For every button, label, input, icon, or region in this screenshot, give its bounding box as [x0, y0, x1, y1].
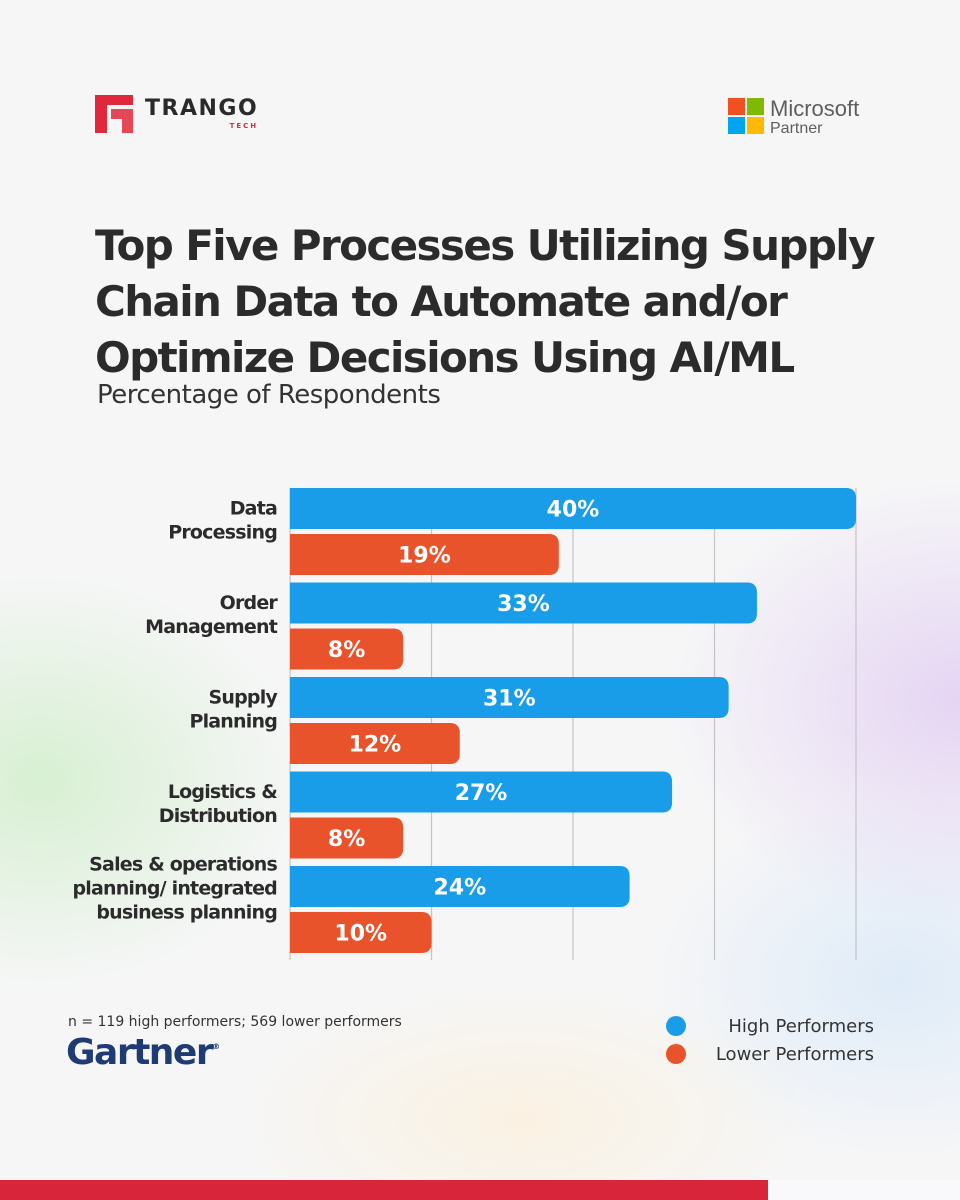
category-label: Planning: [189, 711, 277, 733]
legend-swatch-lower: [666, 1044, 686, 1064]
bar-high-performers: [290, 677, 729, 718]
category-label: Distribution: [159, 805, 278, 827]
chart-subtitle: Percentage of Respondents: [97, 380, 441, 410]
data-label: 40%: [547, 498, 600, 523]
legend-item-lower: Lower Performers: [666, 1040, 874, 1068]
category-label: Supply: [208, 687, 278, 709]
category-label: Processing: [168, 522, 277, 544]
legend-label-high: High Performers: [728, 1015, 874, 1037]
bar-lower-performers: [290, 534, 559, 575]
trango-tech-logo: TRANGO TECH: [95, 95, 258, 133]
data-label: 33%: [497, 592, 550, 617]
bar-lower-performers: [290, 723, 460, 764]
gartner-logo: Gartner®: [66, 1032, 220, 1073]
category-label: Logistics &: [168, 781, 277, 803]
bar-high-performers: [290, 488, 856, 529]
bar-high-performers: [290, 582, 757, 624]
data-label: 12%: [349, 733, 402, 758]
legend-swatch-high: [666, 1016, 686, 1036]
chart-title: Top Five Processes Utilizing Supply Chai…: [95, 221, 875, 382]
category-label: business planning: [96, 902, 277, 924]
gartner-logo-text: Gartner: [66, 1032, 214, 1073]
bar-lower-performers: [290, 628, 404, 670]
chart-legend: High Performers Lower Performers: [666, 1012, 874, 1068]
bottom-accent-bar: [0, 1180, 768, 1200]
bar-high-performers: [290, 866, 630, 907]
category-label: Order: [220, 592, 279, 614]
sample-size-note: n = 119 high performers; 569 lower perfo…: [68, 1014, 402, 1030]
bar-lower-performers: [290, 912, 432, 953]
microsoft-name: Microsoft: [770, 96, 860, 121]
trango-sub: TECH: [229, 122, 259, 130]
data-label: 8%: [328, 638, 365, 663]
bar-lower-performers: [290, 817, 404, 859]
data-label: 24%: [433, 876, 486, 901]
data-label: 8%: [328, 827, 365, 852]
data-label: 31%: [483, 687, 536, 712]
microsoft-windows-icon: [728, 98, 764, 134]
data-label: 10%: [334, 922, 387, 947]
bottom-accent-bar-light: [768, 1180, 960, 1200]
category-label: Sales & operations: [89, 854, 277, 876]
category-label: Management: [145, 616, 278, 638]
bar-high-performers: [290, 771, 673, 813]
registered-mark: ®: [212, 1042, 221, 1051]
data-label: 19%: [398, 544, 451, 569]
microsoft-partner-logo: Microsoft Partner: [728, 98, 859, 138]
trango-mark-icon: [95, 95, 133, 133]
legend-label-lower: Lower Performers: [715, 1043, 874, 1065]
microsoft-partner-label: Partner: [770, 120, 823, 137]
category-label: Data: [230, 498, 277, 520]
legend-item-high: High Performers: [666, 1012, 874, 1040]
data-label: 27%: [455, 781, 508, 806]
trango-name: TRANGO: [145, 96, 259, 121]
category-label: planning/ integrated: [72, 878, 277, 900]
